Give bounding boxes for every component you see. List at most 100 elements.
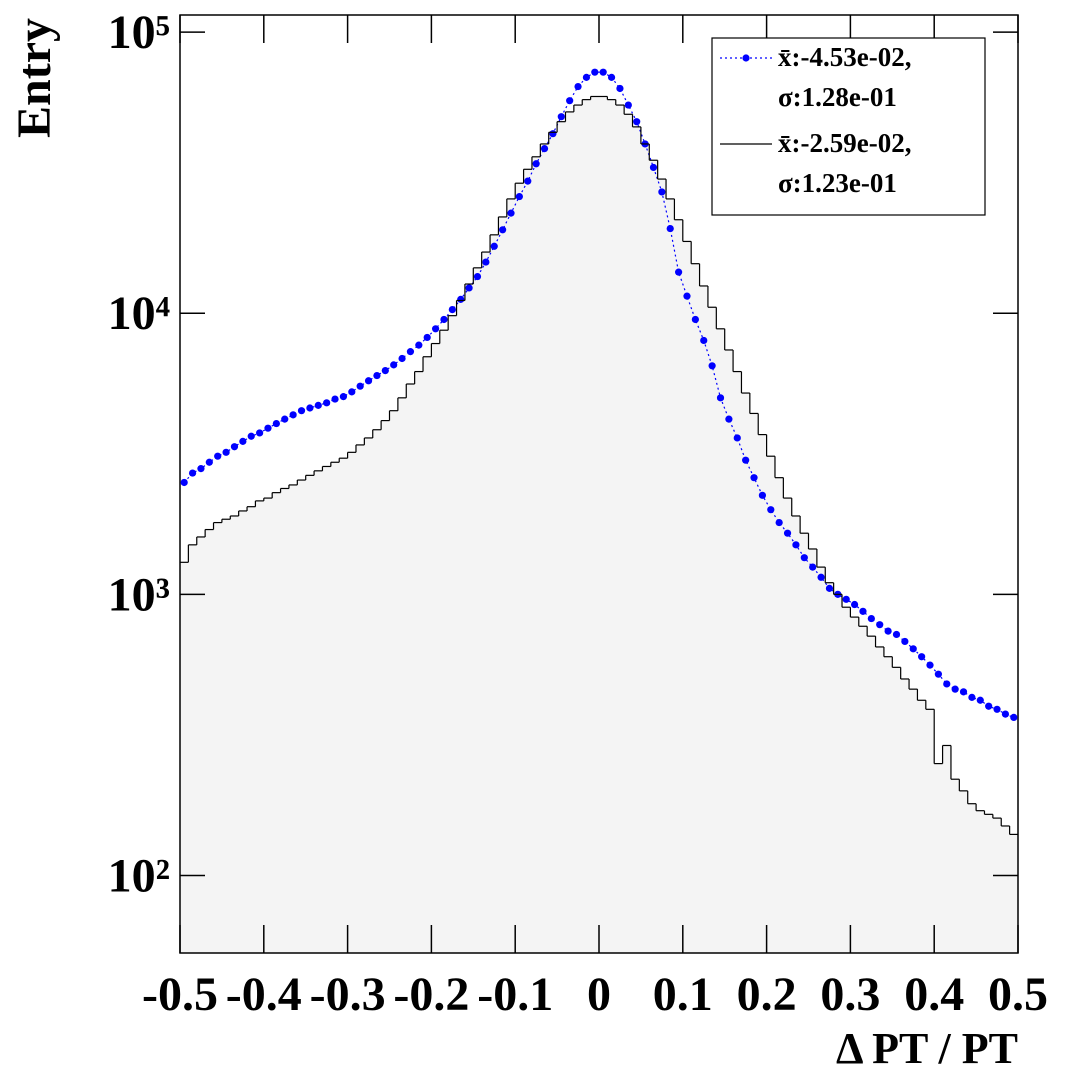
legend-swatch: [742, 54, 750, 62]
data-point: [205, 458, 213, 466]
data-point: [825, 584, 834, 592]
x-tick-label: 0.2: [737, 968, 797, 1021]
data-point: [767, 506, 775, 514]
data-point: [222, 448, 230, 456]
data-point: [406, 348, 415, 356]
data-point: [859, 607, 867, 615]
data-point: [1010, 713, 1018, 722]
data-point: [398, 354, 406, 363]
data-point: [457, 295, 465, 303]
data-point: [943, 680, 951, 688]
data-point: [683, 292, 691, 300]
x-tick-label: 0.5: [988, 968, 1048, 1021]
data-point: [867, 614, 875, 623]
data-point: [482, 258, 490, 266]
area-fill: [180, 96, 1018, 953]
data-point: [390, 361, 398, 369]
data-point: [448, 305, 456, 314]
data-point: [499, 226, 507, 234]
data-point: [423, 333, 431, 342]
data-point: [331, 395, 339, 403]
data-point: [758, 491, 767, 499]
data-point: [742, 456, 750, 464]
data-point: [180, 478, 188, 487]
data-point: [188, 469, 197, 477]
data-point: [247, 432, 255, 440]
data-point: [926, 661, 934, 669]
data-point: [809, 563, 817, 571]
data-point: [373, 371, 381, 380]
data-point: [256, 429, 264, 437]
data-point: [415, 341, 423, 349]
data-point: [691, 315, 699, 324]
data-point: [281, 415, 289, 423]
data-point: [985, 702, 993, 710]
data-point: [850, 600, 859, 609]
data-point: [725, 415, 733, 423]
data-point: [239, 437, 247, 445]
step-connector: [187, 96, 1011, 835]
data-point: [540, 145, 549, 153]
data-point: [214, 452, 222, 460]
data-point: [314, 401, 322, 409]
y-tick-label: 10²: [108, 849, 170, 902]
x-tick-label: -0.4: [226, 968, 302, 1021]
data-point: [959, 688, 968, 696]
y-axis-label: Entry: [8, 18, 61, 138]
legend-label: x̄:-4.53e-02, σ:1.28e-01: [778, 42, 911, 112]
data-point: [716, 394, 725, 402]
data-point: [364, 377, 373, 385]
data-point: [465, 284, 473, 292]
data-point: [490, 242, 498, 250]
data-point: [633, 118, 641, 126]
data-point: [842, 595, 850, 603]
x-tick-label: 0.3: [820, 968, 880, 1021]
data-point: [901, 637, 909, 646]
data-point: [649, 163, 658, 172]
data-point: [624, 101, 632, 109]
data-point: [532, 160, 540, 168]
data-point: [381, 366, 389, 375]
data-point: [515, 192, 523, 201]
data-point: [918, 653, 926, 661]
data-point: [700, 336, 708, 345]
data-point: [1001, 710, 1010, 718]
data-point: [817, 573, 825, 581]
x-tick-label: 0.4: [904, 968, 964, 1021]
data-point: [323, 399, 331, 407]
data-point: [976, 696, 984, 704]
x-tick-label: -0.3: [310, 968, 386, 1021]
data-point: [549, 130, 557, 138]
data-point: [574, 82, 582, 91]
data-point: [306, 404, 314, 412]
data-point: [289, 411, 297, 419]
data-point: [607, 73, 616, 81]
data-point: [566, 97, 574, 105]
data-point: [792, 541, 800, 549]
data-point: [750, 474, 758, 482]
data-point: [934, 670, 942, 678]
data-point: [675, 268, 683, 276]
data-point: [783, 529, 792, 537]
data-point: [264, 424, 272, 432]
series-line: [183, 71, 1015, 718]
data-point: [666, 224, 674, 233]
data-point: [884, 627, 892, 635]
data-point: [230, 443, 239, 451]
data-point: [431, 325, 440, 333]
data-point: [876, 621, 884, 629]
data-point: [658, 188, 666, 196]
x-tick-label: 0.1: [653, 968, 713, 1021]
data-point: [356, 382, 364, 390]
x-axis-label: Δ PT / PT: [836, 1024, 1018, 1073]
data-point: [951, 685, 959, 693]
data-point: [892, 630, 901, 639]
data-point: [272, 419, 280, 428]
y-tick-label: 10⁵: [108, 6, 170, 59]
y-tick-label: 10³: [108, 568, 170, 621]
x-tick-label: 0: [587, 968, 611, 1021]
data-point: [348, 388, 356, 396]
data-point: [599, 68, 607, 76]
x-tick-label: -0.1: [477, 968, 553, 1021]
